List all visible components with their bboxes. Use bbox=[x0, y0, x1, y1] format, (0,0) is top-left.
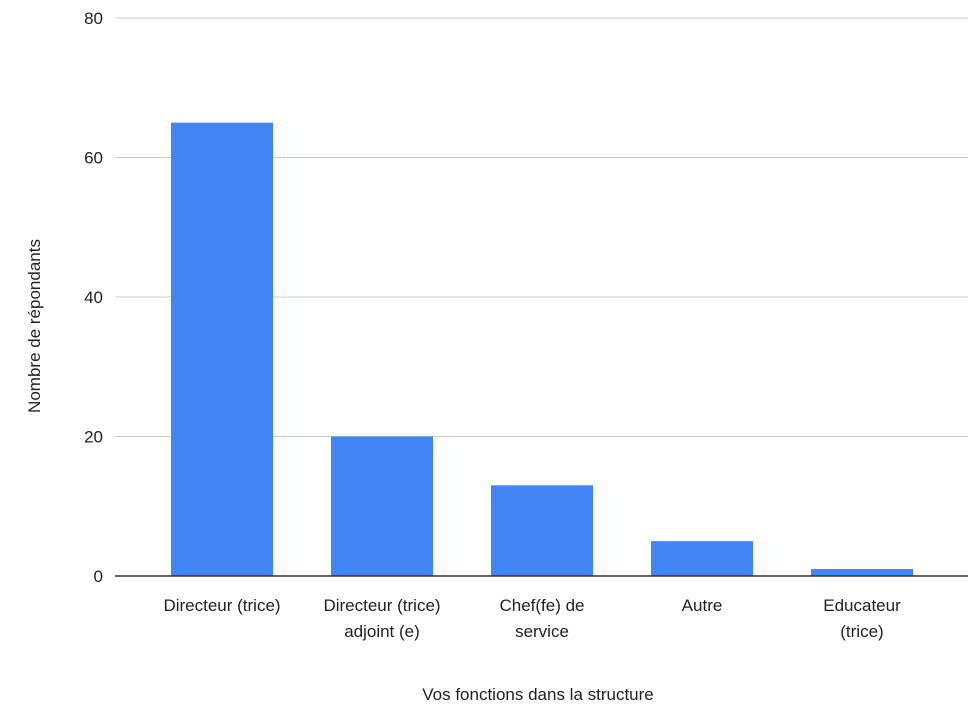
x-category-label: adjoint (e) bbox=[344, 622, 420, 641]
y-tick-label: 40 bbox=[84, 288, 103, 307]
x-axis-title: Vos fonctions dans la structure bbox=[422, 685, 654, 704]
y-tick-label: 80 bbox=[84, 9, 103, 28]
x-category-label: service bbox=[515, 622, 569, 641]
x-category-label: Educateur bbox=[823, 596, 901, 615]
bar bbox=[651, 541, 753, 576]
y-tick-label: 20 bbox=[84, 428, 103, 447]
x-axis-categories: Directeur (trice) Directeur (trice) adjoin… bbox=[163, 596, 901, 641]
bar bbox=[491, 485, 593, 576]
x-category-label: Directeur (trice) bbox=[323, 596, 440, 615]
x-category-label: (trice) bbox=[840, 622, 883, 641]
bar bbox=[171, 122, 273, 576]
x-category-label: Autre bbox=[682, 596, 723, 615]
x-category-label: Chef(fe) de bbox=[499, 596, 584, 615]
bars bbox=[171, 122, 913, 576]
bar bbox=[811, 569, 913, 576]
y-axis-ticks: 0 20 40 60 80 bbox=[84, 9, 103, 586]
y-tick-label: 60 bbox=[84, 149, 103, 168]
x-category-label: Directeur (trice) bbox=[163, 596, 280, 615]
y-tick-label: 0 bbox=[94, 567, 103, 586]
bar bbox=[331, 436, 433, 576]
y-axis-title: Nombre de répondants bbox=[25, 239, 44, 413]
